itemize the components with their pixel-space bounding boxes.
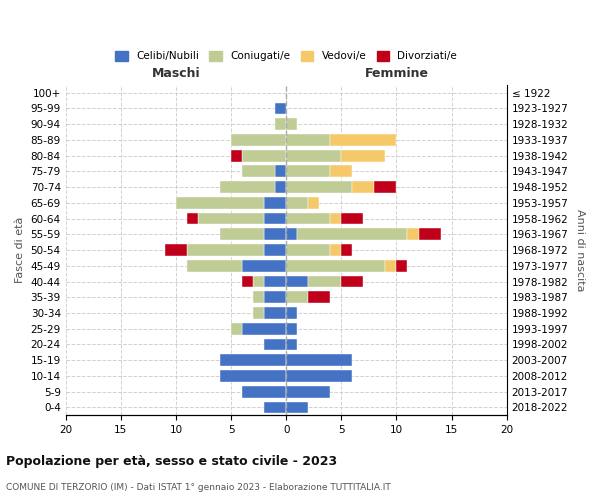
Bar (286, 292, 308, 303)
Bar (286, 260, 385, 272)
Bar (198, 212, 264, 224)
Bar (374, 181, 397, 193)
Text: Femmine: Femmine (364, 67, 428, 80)
Bar (341, 150, 385, 162)
Bar (385, 260, 397, 272)
Bar (286, 354, 352, 366)
Bar (231, 150, 242, 162)
Bar (242, 260, 286, 272)
Bar (341, 212, 364, 224)
Bar (264, 228, 286, 240)
Bar (253, 307, 264, 319)
Bar (341, 276, 364, 287)
Bar (286, 402, 308, 413)
Bar (286, 323, 297, 334)
Bar (286, 370, 352, 382)
Text: Maschi: Maschi (152, 67, 200, 80)
Bar (286, 244, 331, 256)
Bar (187, 260, 242, 272)
Y-axis label: Fasce di età: Fasce di età (15, 217, 25, 283)
Bar (286, 386, 331, 398)
Legend: Celibi/Nubili, Coniugati/e, Vedovi/e, Divorziati/e: Celibi/Nubili, Coniugati/e, Vedovi/e, Di… (111, 47, 461, 66)
Bar (308, 276, 341, 287)
Bar (242, 386, 286, 398)
Bar (231, 323, 242, 334)
Bar (264, 292, 286, 303)
Bar (275, 118, 286, 130)
Bar (275, 181, 286, 193)
Bar (187, 244, 264, 256)
Bar (341, 244, 352, 256)
Bar (242, 166, 275, 177)
Bar (275, 102, 286, 115)
Bar (286, 134, 331, 146)
Bar (264, 402, 286, 413)
Bar (253, 276, 264, 287)
Bar (165, 244, 187, 256)
Bar (286, 197, 308, 209)
Bar (286, 181, 352, 193)
Text: Popolazione per età, sesso e stato civile - 2023: Popolazione per età, sesso e stato civil… (6, 455, 337, 468)
Bar (220, 354, 286, 366)
Y-axis label: Anni di nascita: Anni di nascita (575, 209, 585, 292)
Bar (286, 118, 297, 130)
Bar (331, 212, 341, 224)
Bar (264, 244, 286, 256)
Bar (264, 338, 286, 350)
Bar (231, 134, 286, 146)
Bar (352, 181, 374, 193)
Bar (264, 197, 286, 209)
Bar (286, 307, 297, 319)
Bar (397, 260, 407, 272)
Bar (286, 338, 297, 350)
Bar (242, 150, 286, 162)
Bar (242, 323, 286, 334)
Bar (308, 197, 319, 209)
Bar (264, 307, 286, 319)
Bar (264, 212, 286, 224)
Bar (331, 134, 397, 146)
Bar (331, 166, 352, 177)
Bar (220, 181, 275, 193)
Bar (275, 166, 286, 177)
Text: COMUNE DI TERZORIO (IM) - Dati ISTAT 1° gennaio 2023 - Elaborazione TUTTITALIA.I: COMUNE DI TERZORIO (IM) - Dati ISTAT 1° … (6, 483, 391, 492)
Bar (286, 212, 331, 224)
Bar (176, 197, 264, 209)
Bar (220, 370, 286, 382)
Bar (297, 228, 407, 240)
Bar (308, 292, 331, 303)
Bar (286, 228, 297, 240)
Bar (264, 276, 286, 287)
Bar (331, 244, 341, 256)
Bar (220, 228, 264, 240)
Bar (286, 150, 341, 162)
Bar (286, 166, 331, 177)
Bar (419, 228, 440, 240)
Bar (286, 276, 308, 287)
Bar (253, 292, 264, 303)
Bar (187, 212, 198, 224)
Bar (242, 276, 253, 287)
Bar (407, 228, 419, 240)
